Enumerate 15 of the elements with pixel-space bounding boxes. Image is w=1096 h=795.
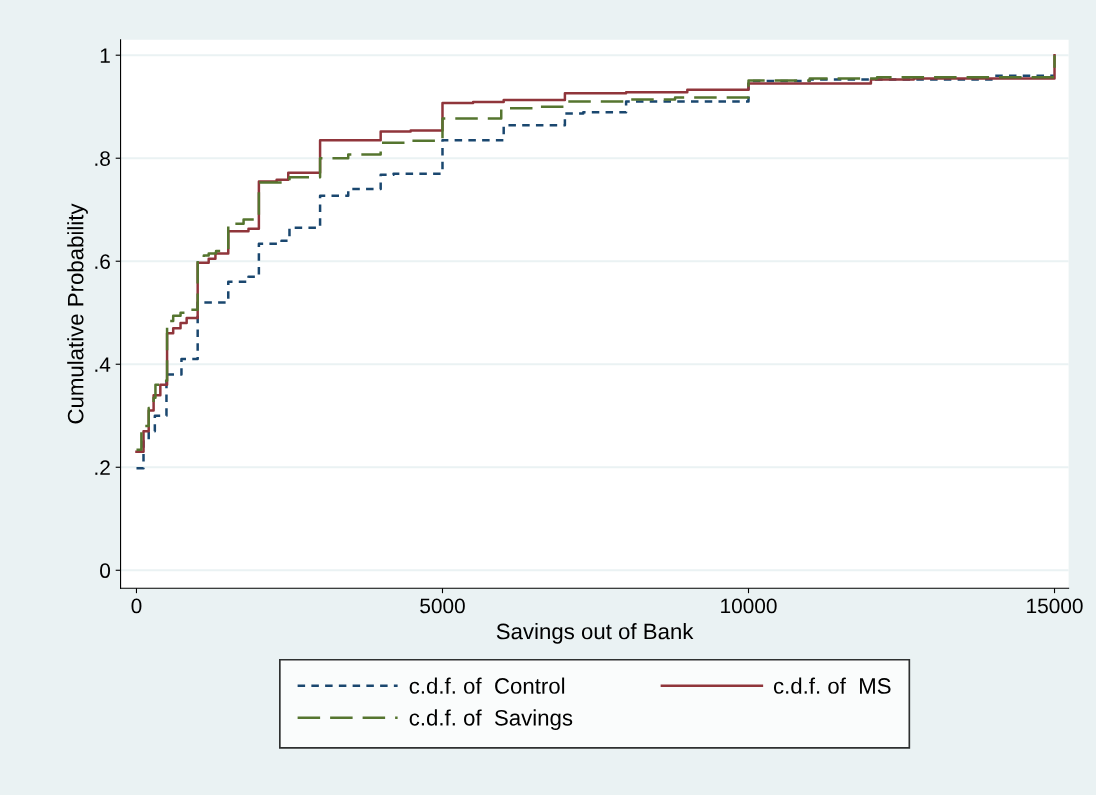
x-tick-label: 10000 xyxy=(721,598,777,614)
x-tick-label: 15000 xyxy=(1027,598,1083,614)
y-tick-label: .8 xyxy=(95,151,110,166)
y-tick-label: 0 xyxy=(100,563,111,579)
x-tick-label: 5000 xyxy=(420,598,465,614)
legend-label: c.d.f. of Control xyxy=(409,677,565,694)
x-tick-label: 0 xyxy=(131,598,142,614)
x-axis-title: Savings out of Bank xyxy=(496,623,694,644)
y-tick-label: .6 xyxy=(95,254,110,269)
y-axis-title: Cumulative Probability xyxy=(67,203,88,424)
legend-label: c.d.f. of MS xyxy=(773,677,891,694)
y-tick-label: 1 xyxy=(100,48,110,63)
y-tick-label: .2 xyxy=(95,460,110,475)
y-tick-label: .4 xyxy=(95,357,111,372)
legend-label: c.d.f. of Savings xyxy=(409,709,573,731)
